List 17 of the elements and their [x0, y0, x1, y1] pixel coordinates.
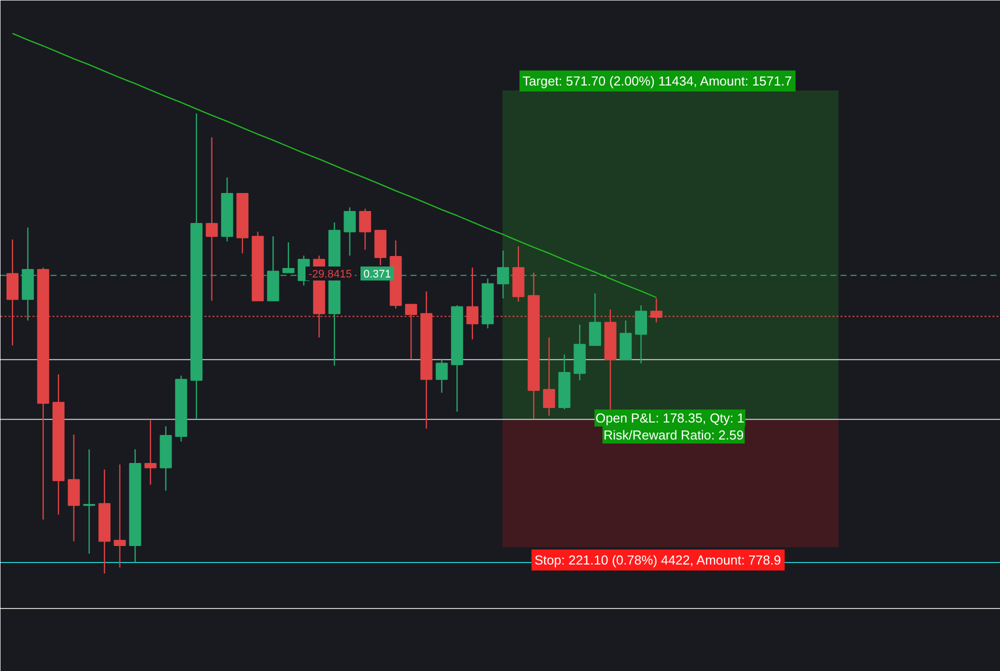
candlestick [635, 304, 648, 364]
candlestick [589, 292, 602, 346]
candlestick [543, 336, 556, 416]
candlestick [144, 420, 156, 486]
candlestick [114, 464, 126, 568]
annotation: Open P&L: 178.35, Qty: 1 [596, 410, 744, 426]
candlestick [282, 242, 294, 274]
annotation: -29.8415 [308, 268, 352, 280]
candlestick [359, 208, 372, 250]
candlestick [436, 358, 448, 394]
annotation: Risk/Reward Ratio: 2.59 [604, 428, 744, 442]
candlestick [344, 206, 356, 256]
candlestick [206, 136, 218, 302]
annotation: Stop: 221.10 (0.78%) 4422, Amount: 778.9 [534, 552, 781, 568]
text: Target: 571.70 (2.00%) 11434, Amount: 1571.7 [522, 74, 792, 88]
candlestick [83, 448, 96, 554]
annotation: 0.371 [364, 268, 392, 280]
